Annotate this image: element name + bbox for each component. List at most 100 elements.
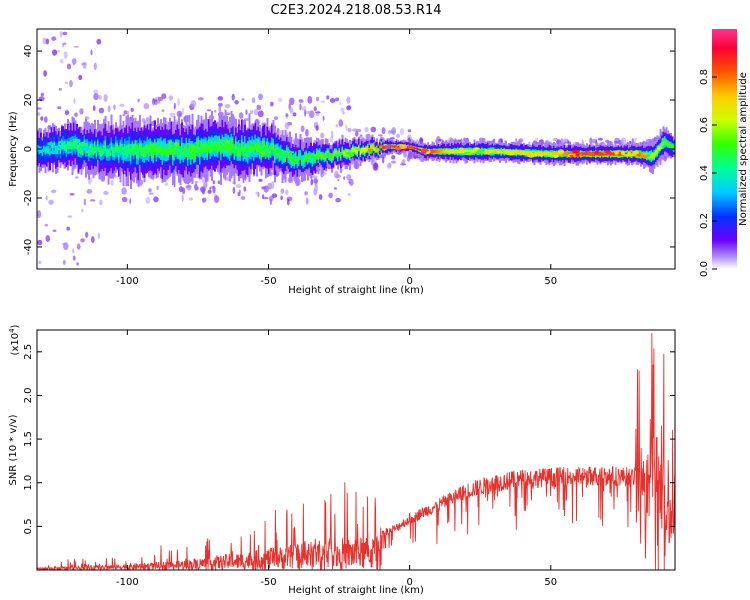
ridge-peak xyxy=(265,141,269,146)
ridge-peak xyxy=(399,144,408,149)
y-tick-label: 1.0 xyxy=(23,475,34,491)
ridge-cell xyxy=(37,145,39,152)
ridge-cell xyxy=(254,142,257,150)
ridge-peak xyxy=(661,137,667,142)
y-tick-label: 20 xyxy=(23,94,34,107)
ridge-peak xyxy=(106,151,112,157)
ridge-peak xyxy=(244,144,250,149)
ridge-cell xyxy=(140,143,143,156)
ridge-cell xyxy=(196,140,198,153)
ridge-peak xyxy=(547,152,556,158)
ridge-cell xyxy=(655,150,657,156)
noise-blob xyxy=(390,160,397,164)
ridge-cell xyxy=(112,146,114,157)
noise-blob xyxy=(285,113,289,118)
noise-blob xyxy=(69,193,75,196)
ridge-peak xyxy=(311,152,315,158)
ridge-cell xyxy=(257,139,260,152)
noise-blob xyxy=(121,187,127,195)
ridge-cell xyxy=(188,143,191,155)
noise-blob xyxy=(633,137,637,142)
noise-blob xyxy=(161,109,165,113)
ridge-peak xyxy=(360,147,368,152)
ridge-peak xyxy=(123,155,128,160)
ridge-peak xyxy=(553,150,557,156)
ridge-cell xyxy=(88,146,90,157)
noise-blob xyxy=(382,156,385,164)
noise-blob xyxy=(370,126,377,133)
ridge-cell xyxy=(206,144,209,157)
noise-blob xyxy=(66,63,72,70)
noise-blob xyxy=(173,102,176,110)
noise-blob xyxy=(85,231,89,238)
noise-blob xyxy=(130,107,134,113)
noise-blob xyxy=(305,128,309,137)
ridge-cell xyxy=(568,151,570,156)
ridge-cell xyxy=(202,143,204,153)
colorbar-tick-label: 0.4 xyxy=(699,165,710,181)
ridge-peak xyxy=(477,148,486,154)
ridge-peak xyxy=(334,153,340,156)
ridge-cell xyxy=(604,152,606,156)
ridge-cell xyxy=(338,149,341,155)
ridge-cell xyxy=(335,150,338,156)
x-tick-label: -100 xyxy=(116,577,139,588)
noise-blob xyxy=(534,137,539,142)
ridge-peak xyxy=(216,140,224,145)
ridge-cell xyxy=(371,144,374,149)
ridge-peak xyxy=(459,147,464,152)
noise-blob xyxy=(255,191,260,195)
noise-blob xyxy=(345,124,348,131)
noise-blob xyxy=(217,96,224,101)
ridge-cell xyxy=(253,146,255,155)
ridge-cell xyxy=(80,146,83,155)
noise-blob xyxy=(334,170,339,179)
noise-blob xyxy=(74,112,78,117)
ridge-cell xyxy=(607,152,609,156)
ridge-cell xyxy=(182,148,185,157)
ridge-cell xyxy=(350,149,353,154)
noise-blob xyxy=(217,180,221,185)
ridge-cell xyxy=(161,148,164,158)
noise-blob xyxy=(119,103,125,107)
ridge-peak xyxy=(575,153,581,157)
noise-blob xyxy=(212,185,216,194)
noise-blob xyxy=(169,112,176,117)
ridge-cell xyxy=(175,142,177,155)
ridge-cell xyxy=(44,146,47,155)
noise-blob xyxy=(178,186,184,193)
noise-blob xyxy=(347,192,351,197)
noise-blob xyxy=(51,36,57,41)
ridge-cell xyxy=(526,150,528,155)
ridge-cell xyxy=(104,140,107,152)
ridge-cell xyxy=(115,142,117,153)
ridge-cell xyxy=(241,139,243,152)
ridge-cell xyxy=(343,151,345,156)
noise-blob xyxy=(231,93,235,101)
ridge-peak xyxy=(640,154,648,159)
ridge-cell xyxy=(431,149,434,154)
ridge-cell xyxy=(100,146,102,157)
ridge-peak xyxy=(450,149,456,154)
ridge-cell xyxy=(68,141,71,149)
ridge-cell xyxy=(251,141,254,152)
noise-blob xyxy=(419,137,424,145)
ridge-cell xyxy=(605,152,608,156)
ridge-cell xyxy=(74,139,77,149)
ridge-cell xyxy=(203,144,206,154)
ridge-peak xyxy=(407,145,414,150)
noise-blob xyxy=(93,62,97,71)
ridge-cell xyxy=(289,153,291,161)
ridge-peak xyxy=(148,148,153,152)
noise-blob xyxy=(314,184,319,193)
colorbar: 0.0 0.2 0.4 0.6 0.8 Normalized spectral ampl… xyxy=(699,29,749,277)
noise-blob xyxy=(103,190,109,196)
ridge-peak xyxy=(445,148,449,153)
ridge-cell xyxy=(239,147,242,157)
noise-blob xyxy=(308,110,315,119)
ridge-peak xyxy=(162,149,167,152)
noise-blob xyxy=(232,186,236,195)
ridge-cell xyxy=(565,151,567,156)
ridge-cell xyxy=(302,158,305,165)
ridge-cell xyxy=(538,151,540,156)
